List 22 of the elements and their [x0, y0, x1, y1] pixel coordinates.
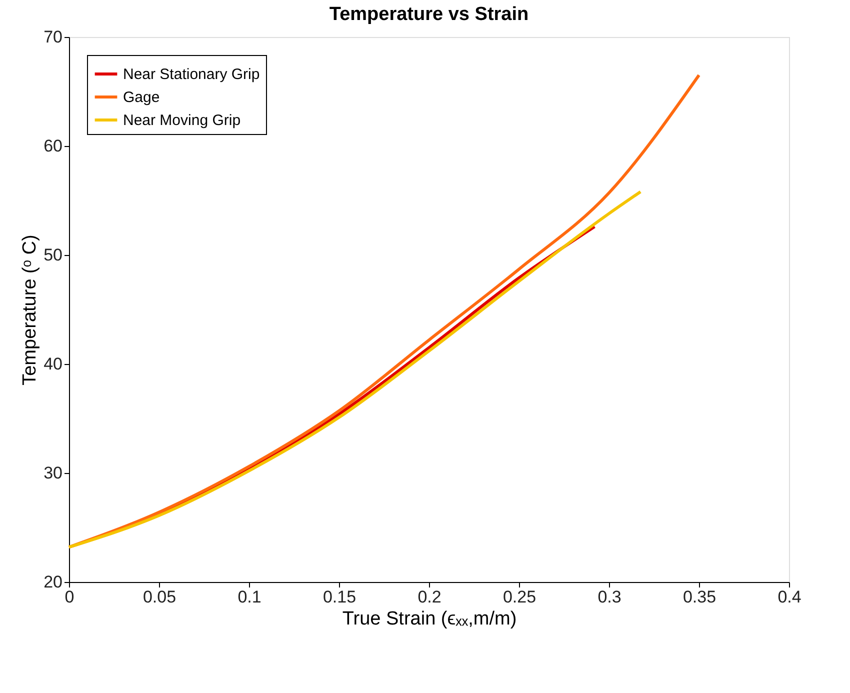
- y-tick-label: 30: [44, 464, 62, 482]
- chart-title: Temperature vs Strain: [329, 4, 529, 25]
- legend-label: Near Stationary Grip: [123, 66, 260, 83]
- x-tick-label: 0.3: [598, 588, 622, 606]
- x-axis-title: True Strain (ϵₓₓ,m/m): [342, 608, 517, 630]
- y-tick-label: 70: [44, 28, 62, 46]
- x-tick-label: 0: [64, 588, 74, 606]
- legend-label: Near Moving Grip: [123, 112, 241, 129]
- x-tick-label: 0.25: [502, 588, 536, 606]
- y-tick-label: 40: [44, 354, 62, 374]
- y-tick-label: 50: [44, 246, 62, 264]
- x-tick-label: 0.2: [418, 588, 442, 606]
- y-tick-label: 60: [44, 136, 62, 156]
- line-series: [68, 190, 642, 549]
- legend-label: Gage: [123, 89, 160, 106]
- x-tick-label: 0.4: [778, 588, 802, 606]
- x-tick-label: 0.35: [682, 588, 716, 606]
- x-tick-label: 0.15: [322, 588, 356, 606]
- x-tick-label: 0.05: [142, 588, 176, 606]
- x-tick-label: 0.1: [238, 588, 262, 606]
- y-axis-title: Temperature (ᵒ C): [20, 234, 41, 386]
- y-tick-label: 20: [44, 572, 62, 592]
